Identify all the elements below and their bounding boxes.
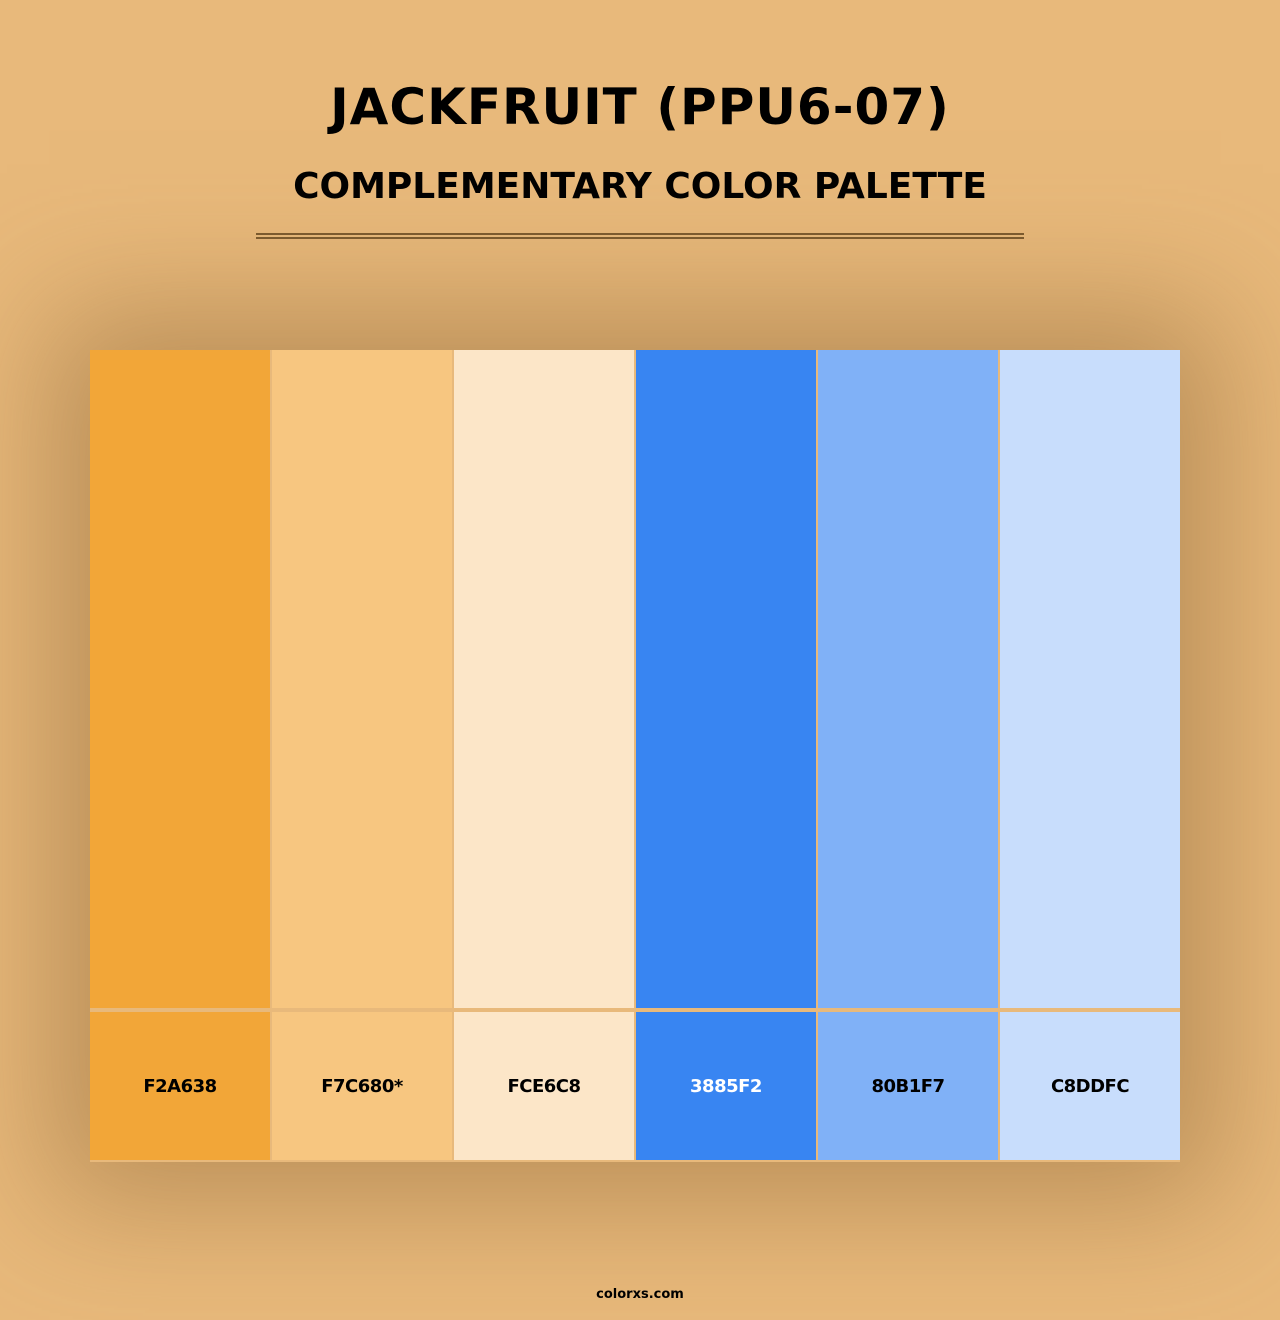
swatch-hex-label: FCE6C8 [454, 1012, 634, 1160]
swatch-hex-label: F2A638 [90, 1012, 270, 1160]
swatch: C8DDFC [1000, 350, 1180, 1162]
swatch-color [90, 350, 270, 1008]
swatch-color [818, 350, 998, 1008]
swatch: 80B1F7 [818, 350, 998, 1162]
swatch-color [454, 350, 634, 1008]
swatch-color [636, 350, 816, 1008]
page-subtitle: COMPLEMENTARY COLOR PALETTE [293, 166, 987, 207]
swatch-color [1000, 350, 1180, 1008]
color-palette: F2A638 F7C680* FCE6C8 3885F2 80B1F7 C8DD… [90, 350, 1180, 1162]
swatch: FCE6C8 [454, 350, 634, 1162]
swatch: F7C680* [272, 350, 452, 1162]
swatch-hex-label: 3885F2 [636, 1012, 816, 1160]
swatch-hex-label: 80B1F7 [818, 1012, 998, 1160]
divider [256, 233, 1024, 235]
swatch-hex-label: F7C680* [272, 1012, 452, 1160]
swatch: F2A638 [90, 350, 270, 1162]
swatch: 3885F2 [636, 350, 816, 1162]
swatch-color [272, 350, 452, 1008]
footer-site-link[interactable]: colorxs.com [596, 1287, 684, 1302]
swatch-hex-label: C8DDFC [1000, 1012, 1180, 1160]
divider [256, 237, 1024, 239]
page-title: JACKFRUIT (PPU6-07) [330, 78, 950, 136]
